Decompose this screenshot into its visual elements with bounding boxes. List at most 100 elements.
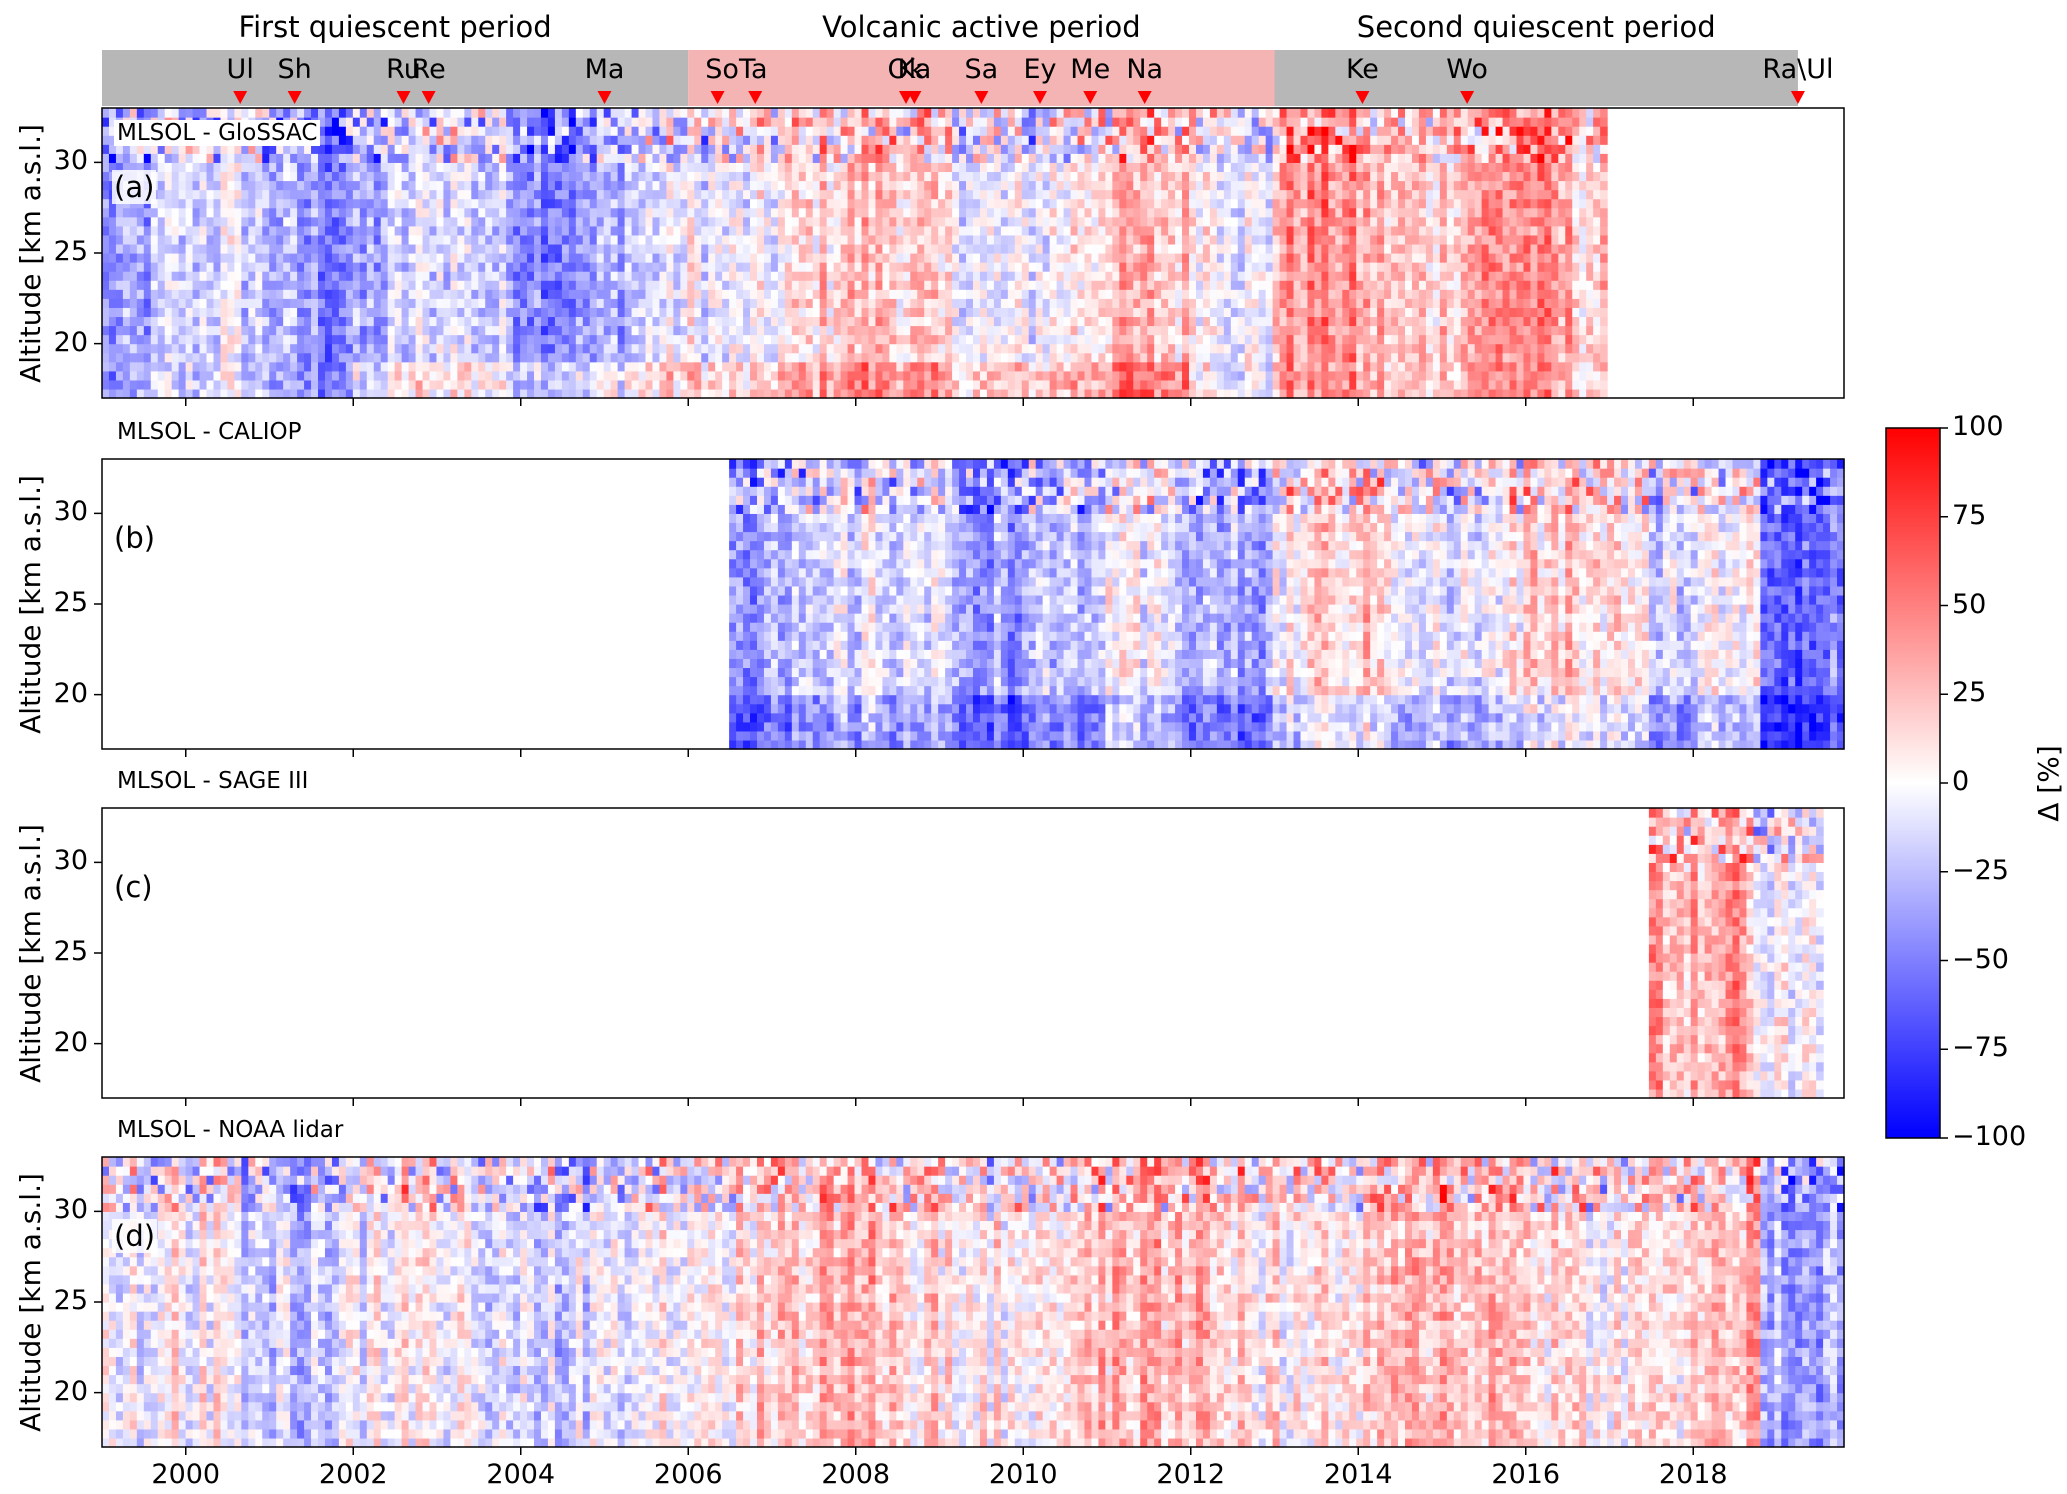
heatmap-cell (443, 190, 451, 200)
heatmap-cell (179, 298, 187, 308)
heatmap-cell (910, 298, 918, 308)
heatmap-cell (443, 380, 451, 390)
heatmap-cell (485, 335, 493, 345)
heatmap-cell (583, 371, 591, 381)
heatmap-cell (213, 389, 221, 399)
heatmap-cell (165, 235, 173, 245)
heatmap-cell (1015, 171, 1023, 181)
heatmap-cell (353, 262, 361, 272)
heatmap-cell (304, 335, 312, 345)
heatmap-cell (1161, 353, 1169, 363)
heatmap-cell (388, 280, 396, 290)
heatmap-cell (562, 144, 570, 154)
heatmap-cell (994, 117, 1002, 127)
heatmap-cell (639, 235, 647, 245)
heatmap-cell (597, 253, 605, 263)
heatmap-cell (820, 171, 828, 181)
heatmap-cell (1022, 344, 1030, 354)
heatmap-cell (639, 335, 647, 345)
heatmap-cell (646, 108, 654, 118)
heatmap-cell (778, 162, 786, 172)
heatmap-cell (994, 190, 1002, 200)
heatmap-cell (1043, 380, 1051, 390)
heatmap-cell (353, 344, 361, 354)
heatmap-cell (172, 244, 180, 254)
heatmap-cell (889, 181, 897, 191)
heatmap-cell (1140, 235, 1148, 245)
heatmap-cell (534, 371, 542, 381)
heatmap-cell (332, 244, 340, 254)
heatmap-cell (687, 217, 695, 227)
heatmap-cell (646, 371, 654, 381)
heatmap-cell (882, 235, 890, 245)
heatmap-cell (715, 208, 723, 218)
heatmap-cell (165, 326, 173, 336)
heatmap-cell (1001, 208, 1009, 218)
heatmap-cell (220, 271, 228, 281)
heatmap-cell (980, 153, 988, 163)
heatmap-cell (1112, 326, 1120, 336)
heatmap-cell (1001, 253, 1009, 263)
heatmap-cell (604, 316, 612, 326)
heatmap-cell (1057, 244, 1065, 254)
heatmap-cell (604, 298, 612, 308)
heatmap-cell (1057, 171, 1065, 181)
heatmap-cell (423, 344, 431, 354)
heatmap-cell (555, 144, 563, 154)
heatmap-cell (1091, 208, 1099, 218)
heatmap-cell (659, 208, 667, 218)
heatmap-cell (903, 335, 911, 345)
heatmap-cell (1008, 199, 1016, 209)
heatmap-cell (722, 244, 730, 254)
heatmap-cell (1050, 153, 1058, 163)
heatmap-cell (1147, 298, 1155, 308)
heatmap-cell (987, 326, 995, 336)
heatmap-cell (1015, 289, 1023, 299)
heatmap-cell (959, 226, 967, 236)
heatmap-cell (423, 289, 431, 299)
heatmap-cell (1168, 190, 1176, 200)
heatmap-cell (848, 335, 856, 345)
heatmap-cell (478, 117, 486, 127)
heatmap-cell (1161, 217, 1169, 227)
heatmap-cell (973, 316, 981, 326)
heatmap-cell (506, 108, 514, 118)
heatmap-cell (325, 380, 333, 390)
heatmap-cell (1175, 280, 1183, 290)
heatmap-cell (464, 371, 472, 381)
heatmap-cell (144, 380, 152, 390)
heatmap-cell (478, 135, 486, 145)
heatmap-cell (931, 316, 939, 326)
heatmap-cell (423, 389, 431, 399)
heatmap-cell (227, 389, 235, 399)
heatmap-cell (1161, 162, 1169, 172)
heatmap-cell (318, 199, 326, 209)
heatmap-cell (102, 135, 110, 145)
heatmap-cell (771, 117, 779, 127)
heatmap-cell (778, 289, 786, 299)
heatmap-cell (555, 108, 563, 118)
heatmap-cell (785, 135, 793, 145)
heatmap-cell (708, 289, 716, 299)
heatmap-cell (555, 217, 563, 227)
heatmap-cell (527, 217, 535, 227)
heatmap-cell (534, 380, 542, 390)
heatmap-cell (464, 171, 472, 181)
heatmap-cell (1168, 135, 1176, 145)
heatmap-cell (1126, 389, 1134, 399)
heatmap-cell (1036, 181, 1044, 191)
heatmap-cell (764, 353, 772, 363)
heatmap-cell (882, 217, 890, 227)
heatmap-cell (576, 144, 584, 154)
heatmap-cell (255, 208, 263, 218)
heatmap-cell (590, 208, 598, 218)
heatmap-cell (262, 362, 270, 372)
heatmap-cell (841, 208, 849, 218)
heatmap-cell (478, 181, 486, 191)
heatmap-cell (548, 162, 556, 172)
heatmap-cell (241, 253, 249, 263)
heatmap-cell (478, 362, 486, 372)
heatmap-cell (694, 181, 702, 191)
heatmap-cell (952, 117, 960, 127)
heatmap-cell (917, 162, 925, 172)
